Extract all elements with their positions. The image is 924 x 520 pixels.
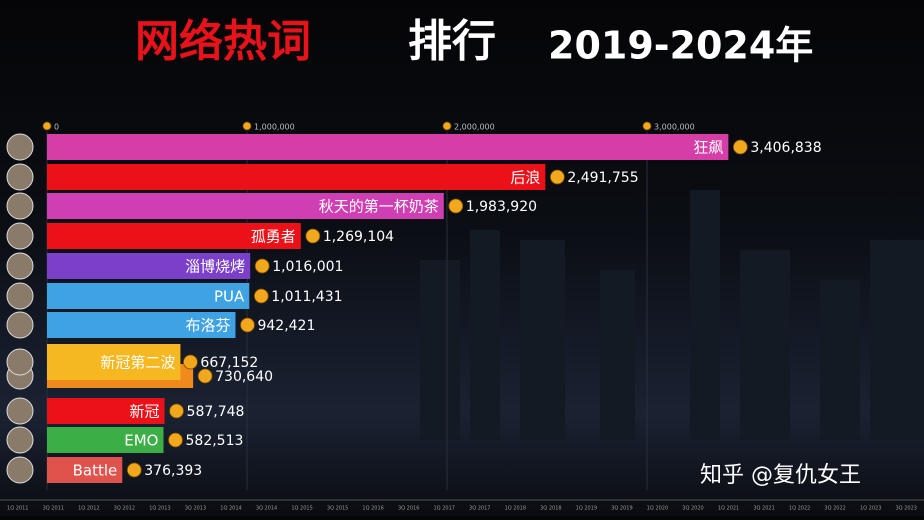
watermark: 知乎 @复仇女王	[700, 463, 861, 488]
coin-icon	[183, 354, 198, 370]
avatar	[6, 282, 34, 310]
bar	[47, 344, 181, 380]
x-tick-label: 3,000,000	[654, 123, 695, 132]
avatar	[6, 426, 34, 454]
category-label: 后浪	[510, 169, 540, 187]
value-label: 1,269,104	[323, 229, 394, 245]
category-label: PUA	[214, 288, 245, 306]
coin-icon	[242, 121, 252, 131]
avatar	[6, 192, 34, 220]
value-label: 1,011,431	[271, 289, 342, 305]
category-label: Battle	[73, 462, 118, 480]
timeline-label: 3Q 2019	[611, 506, 632, 512]
x-tick-label: 0	[54, 123, 59, 132]
timeline-label: 3Q 2011	[43, 506, 64, 512]
timeline-label: 3Q 2022	[824, 506, 845, 512]
bar	[47, 223, 301, 249]
coin-icon	[169, 403, 184, 419]
timeline-label: 1Q 2018	[505, 506, 526, 512]
category-label: 新冠第二波	[100, 354, 175, 372]
bar	[47, 193, 444, 219]
timeline-label: 1Q 2012	[78, 506, 99, 512]
timeline-label: 3Q 2014	[256, 506, 277, 512]
value-label: 2,491,755	[567, 170, 638, 186]
bar	[47, 457, 123, 483]
avatar	[6, 397, 34, 425]
chart-subtitle: 2019-2024年	[548, 24, 813, 68]
timeline-label: 1Q 2013	[149, 506, 170, 512]
coin-icon	[253, 288, 269, 304]
coin-icon	[732, 139, 748, 155]
timeline-label: 1Q 2016	[362, 506, 383, 512]
timeline-label: 3Q 2015	[327, 506, 348, 512]
value-label: 1,016,001	[272, 259, 343, 275]
category-label: EMO	[124, 432, 158, 450]
timeline-label: 1Q 2017	[434, 506, 455, 512]
timeline-label: 3Q 2023	[896, 506, 917, 512]
avatar	[6, 456, 34, 484]
coin-icon	[197, 368, 213, 384]
timeline-label: 3Q 2016	[398, 506, 419, 512]
coin-icon	[642, 121, 652, 131]
value-label: 582,513	[186, 433, 244, 449]
bar	[47, 398, 165, 424]
timeline-label: 1Q 2022	[789, 506, 810, 512]
timeline-label: 1Q 2019	[576, 506, 597, 512]
avatar	[6, 348, 34, 376]
coin-icon	[240, 317, 255, 333]
coin-icon	[448, 198, 464, 214]
bar	[47, 134, 729, 160]
value-label: 587,748	[187, 404, 245, 420]
city-skyline	[420, 190, 924, 440]
avatar	[6, 252, 34, 280]
value-label: 730,640	[215, 369, 273, 385]
timeline-label: 3Q 2021	[753, 506, 774, 512]
avatar	[6, 311, 34, 339]
value-label: 942,421	[257, 318, 315, 334]
chart-title-rest: 排行	[408, 16, 496, 67]
timeline-label: 1Q 2023	[860, 506, 881, 512]
bar	[47, 283, 250, 309]
bar	[47, 253, 251, 279]
value-label: 376,393	[144, 463, 202, 479]
avatar	[6, 222, 34, 250]
timeline-label: 1Q 2015	[291, 506, 312, 512]
coin-icon	[42, 121, 52, 131]
coin-icon	[126, 462, 142, 478]
timeline-label: 1Q 2020	[647, 506, 668, 512]
category-label: 狂飙	[693, 139, 723, 157]
timeline-label: 1Q 2021	[718, 506, 739, 512]
category-label: 布洛芬	[185, 317, 230, 335]
x-tick-label: 1,000,000	[254, 123, 295, 132]
category-label: 新冠	[130, 403, 160, 421]
timeline-label: 3Q 2020	[682, 506, 703, 512]
value-label: 3,406,838	[750, 140, 821, 156]
category-label: 秋天的第一杯奶茶	[319, 198, 439, 216]
timeline-label: 3Q 2012	[114, 506, 135, 512]
value-label: 667,152	[200, 355, 258, 371]
x-tick-label: 2,000,000	[454, 123, 495, 132]
value-label: 1,983,920	[466, 199, 537, 215]
category-label: 孤勇者	[251, 228, 296, 246]
timeline-label: 3Q 2013	[185, 506, 206, 512]
timeline-label: 1Q 2011	[7, 506, 28, 512]
coin-icon	[168, 432, 183, 448]
avatar	[6, 163, 34, 191]
chart-title: 网络热词	[135, 16, 311, 67]
coin-icon	[305, 228, 321, 244]
coin-icon	[442, 121, 452, 131]
timeline-label: 3Q 2018	[540, 506, 561, 512]
coin-icon	[254, 258, 270, 274]
category-label: 淄博烧烤	[185, 258, 245, 276]
avatar	[6, 133, 34, 161]
bar	[47, 312, 236, 338]
bar	[47, 164, 546, 190]
timeline-label: 1Q 2014	[220, 506, 241, 512]
coin-icon	[549, 169, 565, 185]
timeline-label: 3Q 2017	[469, 506, 490, 512]
bar	[47, 427, 164, 453]
